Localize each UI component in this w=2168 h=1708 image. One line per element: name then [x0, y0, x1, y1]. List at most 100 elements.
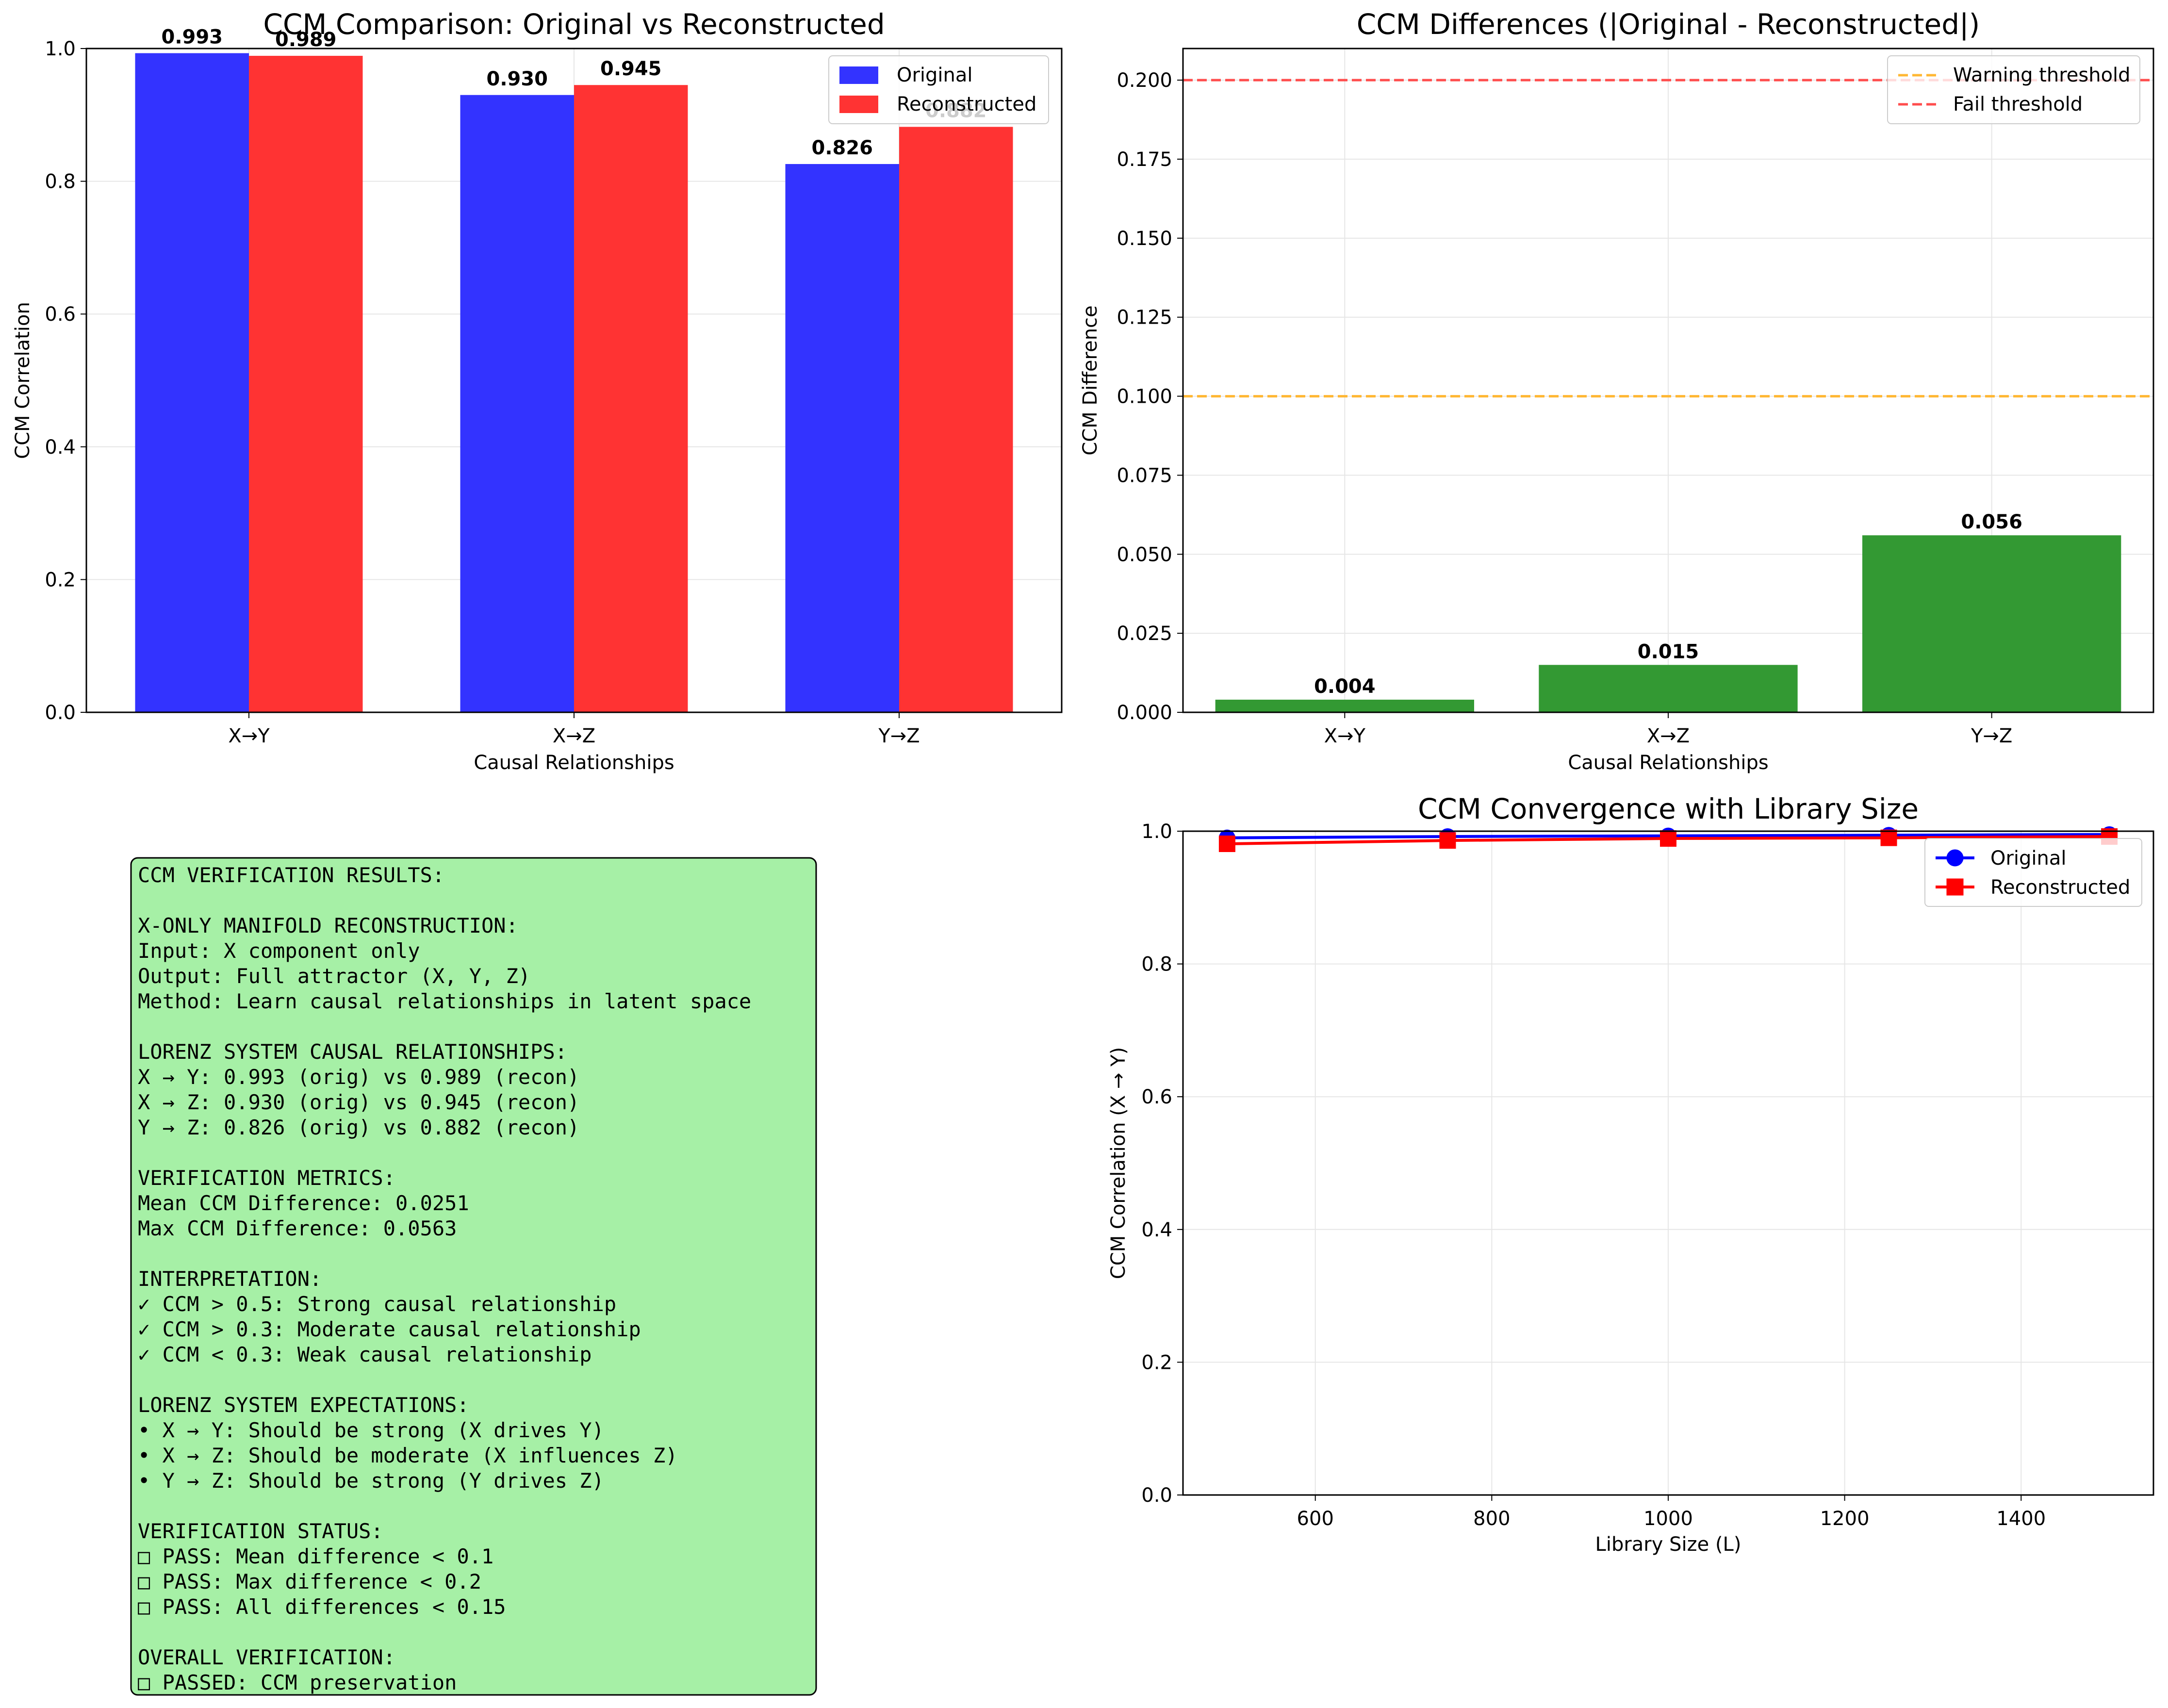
chart2-ytick-label: 0.125 [1117, 307, 1172, 329]
chart3-xtick-label: 1000 [1643, 1508, 1693, 1530]
chart1-xtick-label: Y→Z [878, 725, 920, 747]
chart1-ytick-label: 0.8 [45, 171, 76, 193]
chart1-legend-swatch-original [839, 66, 878, 84]
summary-line: X → Z: 0.930 (orig) vs 0.945 (recon) [138, 1090, 579, 1114]
summary-line: Method: Learn causal relationships in la… [138, 989, 751, 1013]
chart3-ytick-label: 0.8 [1141, 953, 1172, 976]
summary-line: OVERALL VERIFICATION: [138, 1645, 395, 1669]
summary-line: LORENZ SYSTEM CAUSAL RELATIONSHIPS: [138, 1040, 567, 1064]
chart1-ytick-label: 0.2 [45, 569, 76, 591]
chart1-bar-reconstructed [574, 85, 688, 713]
chart3-point-reconstructed [1660, 830, 1676, 847]
chart2-xtick-label: X→Z [1647, 725, 1690, 747]
chart2-bar-value-label: 0.004 [1314, 675, 1376, 698]
summary-lines: CCM VERIFICATION RESULTS: X-ONLY MANIFOLD… [138, 863, 751, 1694]
chart1-legend-box [828, 55, 1049, 124]
summary-line: □ PASSED: CCM preservation [138, 1671, 457, 1694]
summary-line: CCM VERIFICATION RESULTS: [138, 863, 444, 887]
summary-line: Input: X component only [138, 939, 420, 963]
chart2-xlabel: Causal Relationships [1568, 752, 1768, 774]
chart1-bar-value-label: 0.930 [486, 68, 548, 90]
chart1-bars [135, 53, 1013, 713]
summary-line: ✓ CCM > 0.3: Moderate causal relationshi… [138, 1317, 641, 1341]
chart1-legend-label-reconstructed: Reconstructed [897, 93, 1036, 115]
chart2-bar [1862, 535, 2121, 712]
chart1-ytick-label: 1.0 [45, 38, 76, 60]
chart2-bar [1539, 665, 1798, 712]
ccm-convergence-chart: 0.0 0.2 0.4 0.6 0.8 1.0 600 800 1000 1200 1400 CCM… [1107, 792, 2154, 1556]
chart1-ticks: 0.0 0.2 0.4 0.6 0.8 1.0 X→Y X→Z Y→Z [45, 38, 920, 747]
chart2-ytick-label: 0.050 [1117, 543, 1172, 566]
chart3-ytick-label: 0.0 [1141, 1484, 1172, 1507]
chart2-ytick-label: 0.000 [1117, 702, 1172, 724]
chart1-xlabel: Causal Relationships [474, 752, 674, 774]
chart2-xtick-label: X→Y [1324, 725, 1366, 747]
chart2-title: CCM Differences (|Original - Reconstruct… [1357, 8, 1980, 41]
chart1-bar-original [135, 53, 249, 712]
chart1-xtick-label: X→Y [228, 725, 270, 747]
summary-line: LORENZ SYSTEM EXPECTATIONS: [138, 1393, 469, 1417]
chart1-ylabel: CCM Correlation [12, 302, 34, 459]
summary-line: • X → Y: Should be strong (X drives Y) [138, 1418, 604, 1442]
summary-line: X-ONLY MANIFOLD RECONSTRUCTION: [138, 914, 518, 937]
chart2-ylabel: CCM Difference [1079, 305, 1101, 455]
chart2-bars [1215, 535, 2121, 712]
chart3-ticks: 0.0 0.2 0.4 0.6 0.8 1.0 600 800 1000 1200 1400 [1141, 821, 2046, 1530]
chart3-ytick-label: 0.6 [1141, 1086, 1172, 1108]
ccm-comparison-chart: 0.00.20.40.60.81.0X→Y X→Z Y→Z 0.993 0.9890.… [12, 8, 1063, 774]
chart1-bar-value-label: 0.945 [600, 58, 662, 80]
chart3-xtick-label: 1200 [1820, 1508, 1870, 1530]
chart1-bar-value-label: 0.826 [811, 137, 873, 159]
verification-summary-panel: CCM VERIFICATION RESULTS: X-ONLY MANIFOLD… [130, 857, 817, 1696]
chart3-legend-marker-reconstructed [1946, 878, 1964, 896]
chart1-legend-label-original: Original [897, 64, 973, 86]
chart2-ytick-label: 0.075 [1117, 464, 1172, 487]
chart2-legend-label-fail: Fail threshold [1953, 93, 2083, 115]
chart3-xlabel: Library Size (L) [1595, 1533, 1741, 1556]
chart1-bar-original [785, 164, 899, 713]
chart3-series [1218, 826, 2118, 852]
summary-line: ✓ CCM > 0.5: Strong causal relationship [138, 1292, 616, 1316]
chart3-ylabel: CCM Correlation (X → Y) [1107, 1047, 1130, 1279]
summary-line: Max CCM Difference: 0.0563 [138, 1216, 457, 1240]
chart1-xtick-label: X→Z [553, 725, 595, 747]
summary-line: Y → Z: 0.826 (orig) vs 0.882 (recon) [138, 1116, 579, 1139]
chart1-bar-reconstructed [249, 56, 363, 713]
chart1-bar-original [460, 95, 574, 712]
chart3-legend: Original Reconstructed [1924, 838, 2142, 907]
chart2-ytick-label: 0.200 [1117, 69, 1172, 92]
summary-line: □ PASS: Max difference < 0.2 [138, 1570, 481, 1593]
chart2-ytick-label: 0.150 [1117, 228, 1172, 250]
chart2-xtick-label: Y→Z [1971, 725, 2012, 747]
summary-line: VERIFICATION STATUS: [138, 1519, 383, 1543]
summary-line: • X → Z: Should be moderate (X influence… [138, 1444, 678, 1467]
chart3-point-reconstructed [1880, 829, 1897, 846]
summary-line: X → Y: 0.993 (orig) vs 0.989 (recon) [138, 1065, 579, 1089]
chart3-legend-label-original: Original [1990, 847, 2067, 870]
chart1-ytick-label: 0.0 [45, 702, 76, 724]
summary-box [130, 857, 817, 1696]
chart2-bar-value-label: 0.056 [1961, 511, 2022, 533]
chart2-ytick-label: 0.175 [1117, 148, 1172, 171]
chart2-legend-box [1887, 55, 2140, 124]
summary-line: □ PASS: Mean difference < 0.1 [138, 1544, 493, 1568]
chart1-bar-reconstructed [899, 127, 1013, 712]
chart3-point-reconstructed [1218, 835, 1235, 852]
chart1-ytick-label: 0.4 [45, 436, 76, 459]
chart3-grid [1183, 831, 2153, 1495]
chart3-legend-marker-original [1946, 849, 1964, 867]
chart2-ytick-label: 0.100 [1117, 386, 1172, 408]
chart2-bar-value-label: 0.015 [1638, 640, 1699, 663]
summary-line: Mean CCM Difference: 0.0251 [138, 1191, 469, 1215]
chart1-legend: Original Reconstructed [828, 55, 1049, 124]
chart1-ytick-label: 0.6 [45, 303, 76, 326]
summary-line: • Y → Z: Should be strong (Y drives Z) [138, 1469, 604, 1493]
chart2-ticks: 0.000 0.025 0.050 0.075 0.100 0.125 0.150 0.175… [1117, 69, 2012, 747]
chart2-legend: Warning threshold Fail threshold [1887, 55, 2140, 124]
chart2-bar [1215, 699, 1474, 712]
chart2-legend-label-warning: Warning threshold [1953, 64, 2131, 86]
chart3-legend-box [1924, 838, 2142, 907]
chart1-bar-value-label: 0.993 [161, 26, 223, 49]
chart2-bar-labels: 0.004 0.015 0.056 [1314, 511, 2022, 698]
